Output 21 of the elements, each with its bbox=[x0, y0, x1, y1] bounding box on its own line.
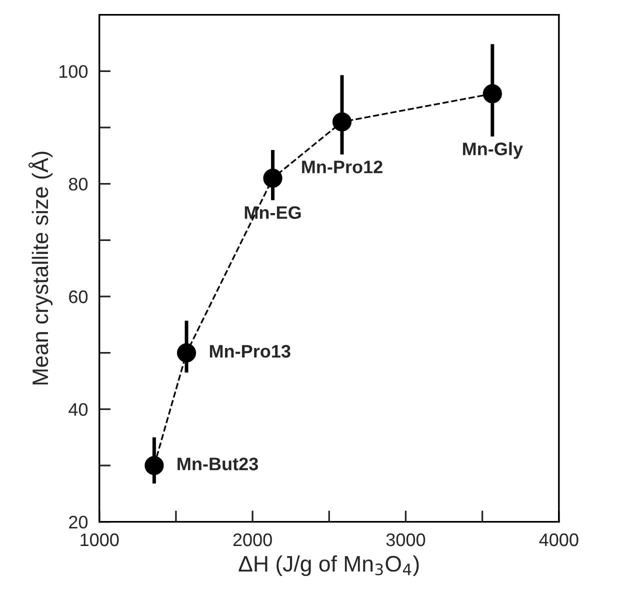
annotation: Mn-Pro12 bbox=[302, 160, 382, 174]
y-axis-title: Mean crystallite size (Å) bbox=[28, 152, 53, 384]
x-tick-label: 3000 bbox=[386, 533, 426, 546]
annotation: Mn-Gly bbox=[463, 142, 523, 159]
x-tick-label: 4000 bbox=[539, 533, 578, 546]
x-axis-title: ΔH (J/g of Mn$_{3}$O$_{4}$) bbox=[238, 555, 419, 576]
y-tick-label: 20 bbox=[69, 516, 88, 529]
y-tick-label: 80 bbox=[68, 178, 88, 191]
x-tick-label: 1000 bbox=[80, 533, 119, 546]
point bbox=[176, 343, 196, 362]
y-tick-label: 100 bbox=[60, 65, 88, 78]
annotation: Mn-Pro13 bbox=[210, 344, 290, 358]
point bbox=[332, 112, 352, 132]
annotation: Mn-EG bbox=[244, 206, 301, 219]
y-tick-label: 60 bbox=[69, 290, 88, 304]
point bbox=[482, 84, 502, 104]
y-tick-label: 40 bbox=[68, 403, 88, 416]
annotation: Mn-But23 bbox=[178, 458, 258, 470]
x-tick-label: 2000 bbox=[233, 533, 272, 546]
point bbox=[144, 456, 164, 476]
point bbox=[263, 168, 282, 188]
